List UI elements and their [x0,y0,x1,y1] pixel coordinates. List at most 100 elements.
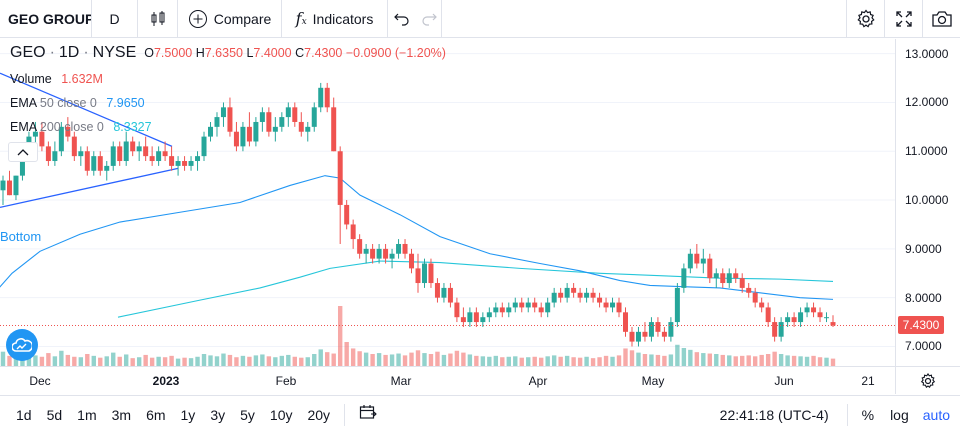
volume-bar [545,356,550,366]
indicators-button[interactable]: fx Indicators [282,0,388,38]
volume-bar [623,348,628,366]
volume-bar [571,357,576,366]
volume-bar [111,352,116,366]
volume-bar [13,354,19,366]
volume-bar [117,356,122,366]
settings-button[interactable] [846,0,884,38]
ema200-legend[interactable]: EMA 200 close 0 8.3327 [10,120,152,134]
log-toggle[interactable]: log [890,407,909,423]
legend-symbol: GEO [10,44,46,61]
candle-body [357,239,363,254]
compare-button[interactable]: Compare [178,0,282,38]
goto-date-button[interactable] [359,404,377,425]
volume-bar [629,350,635,366]
percent-toggle[interactable]: % [861,407,875,423]
candle-body [409,253,415,269]
candle-body [182,161,188,166]
candle-body [571,287,577,293]
volume-bar [357,351,362,366]
candle-body [110,146,116,166]
interval-button[interactable]: D [92,0,138,38]
range-button-6m[interactable]: 6m [146,406,166,423]
volume-bar [318,349,323,366]
symbol-search-button[interactable]: GEO GROUP [0,0,92,38]
fullscreen-button[interactable] [884,0,922,38]
volume-bar [363,352,369,366]
clock-time[interactable]: 22:41:18 (UTC-4) [719,407,829,423]
range-button-3y[interactable]: 3y [210,406,226,423]
candle-body [350,224,356,240]
candle-body [480,317,486,323]
volume-bar [467,354,473,366]
candle-body [123,141,129,162]
volume-bar [506,356,511,366]
candle-body [635,331,641,342]
candle-body [493,307,499,313]
volume-bar [143,354,148,366]
chart-type-button[interactable] [138,0,178,38]
undo-icon [394,13,409,26]
undo-button[interactable] [388,0,416,38]
price-tick-label: 7.0000 [905,339,942,354]
indicators-label: Indicators [312,10,374,27]
range-button-1m[interactable]: 1m [77,406,97,423]
drawing-label: Bottom [0,229,42,244]
volume-bar [435,351,440,366]
range-button-10y[interactable]: 10y [269,406,293,423]
axis-settings-button[interactable] [895,366,960,394]
collapse-legend-button[interactable] [8,142,38,162]
candle-body [363,248,369,254]
candle-body [512,302,518,308]
candle-body [279,117,285,127]
volume-bar [136,357,142,366]
tradingview-logo[interactable] [6,329,38,361]
volume-bar [182,357,187,366]
volume-legend[interactable]: Volume 1.632M [10,72,103,86]
price-tick-label: 12.0000 [905,95,949,110]
volume-bar [493,355,499,366]
camera-icon [931,11,952,27]
redo-button[interactable] [416,0,442,38]
candle-body [266,112,272,132]
candle-body [545,302,551,313]
volume-bar [539,357,544,366]
volume-bar [441,354,447,366]
auto-toggle[interactable]: auto [922,407,950,423]
candle-body [694,253,700,264]
volume-bar [636,352,641,366]
volume-bar [590,358,596,366]
candle-body [616,302,622,313]
ema50-legend[interactable]: EMA 50 close 0 7.9650 [10,96,145,110]
snapshot-button[interactable] [922,0,960,38]
candle-body [344,204,350,225]
volume-bar [707,353,712,366]
price-axis[interactable]: 13.0000 12.0000 11.0000 10.0000 9.0000 8.0000… [895,39,960,366]
volume-bar [260,354,265,366]
range-button-1y[interactable]: 1y [180,406,196,423]
candle-body [292,107,298,122]
trend-line [0,167,179,209]
low-label: L [246,46,254,60]
candle-body [798,312,804,323]
range-button-20y[interactable]: 20y [307,406,331,423]
volume-bar [376,353,382,366]
volume-bar [292,356,297,366]
candle-body [71,136,77,157]
candle-body [149,156,155,162]
candle-body [824,317,830,319]
candle-body [65,126,71,137]
volume-bar [266,356,272,366]
price-chart[interactable] [0,39,895,366]
volume-bar [526,357,531,366]
volume-bar [642,354,648,366]
range-button-3m[interactable]: 3m [111,406,132,423]
range-button-1d[interactable]: 1d [16,406,32,423]
candle-body [208,126,213,137]
range-button-5y[interactable]: 5y [240,406,255,423]
time-axis[interactable]: Dec 2023 Feb Mar Apr May Jun 21 [0,366,895,394]
chart-pane[interactable]: GEO · 1D · NYSE O7.5000 H7.6350 L7.4000 … [0,39,895,366]
candle-body [117,146,123,162]
range-button-5d[interactable]: 5d [46,406,63,423]
candle-body [629,331,635,342]
candle-body [752,292,758,303]
